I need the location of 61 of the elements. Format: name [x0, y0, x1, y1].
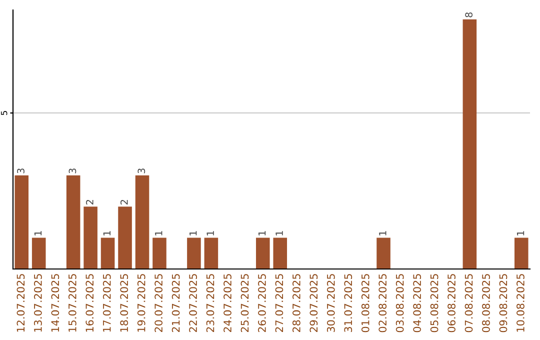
bar [66, 175, 80, 269]
bar [462, 19, 477, 269]
data-label: 2 [86, 200, 94, 204]
x-tick-label: 21.07.2025 [172, 274, 180, 332]
x-tick-label: 24.07.2025 [224, 274, 232, 332]
x-tick-label: 15.07.2025 [68, 274, 76, 332]
x-tick-label: 02.08.2025 [378, 274, 387, 332]
x-tick-label: 14.07.2025 [51, 274, 60, 332]
x-tick-label: 04.08.2025 [413, 274, 422, 332]
x-tick-label: 07.08.2025 [464, 274, 473, 332]
x-tick-label: 28.07.2025 [292, 274, 300, 332]
data-label: 2 [120, 200, 128, 204]
data-label: 3 [68, 168, 76, 174]
bar [100, 238, 115, 269]
data-label: 8 [465, 12, 473, 18]
x-tick-label: 12.07.2025 [16, 274, 25, 332]
x-tick-label: 08.08.2025 [482, 274, 490, 332]
bar [84, 206, 98, 269]
data-label: 1 [516, 231, 524, 236]
bar [152, 238, 166, 269]
x-tick-label: 09.08.2025 [499, 274, 508, 332]
x-tick-label: 26.07.2025 [258, 274, 266, 332]
x-tick-label: 19.07.2025 [137, 274, 146, 332]
x-tick-label: 23.07.2025 [206, 274, 214, 332]
data-label: 3 [17, 168, 24, 174]
data-label: 1 [155, 231, 162, 236]
bar [32, 238, 46, 269]
x-tick-label: 25.07.2025 [240, 274, 249, 332]
data-label: 1 [190, 231, 197, 236]
bar [135, 175, 150, 269]
bar [118, 206, 132, 269]
data-label: 1 [379, 231, 386, 236]
x-tick-label: 13.07.2025 [34, 274, 42, 332]
x-tick-label: 31.07.2025 [344, 274, 352, 332]
bar [273, 238, 288, 269]
data-label: 1 [34, 231, 42, 236]
bar [514, 238, 528, 269]
data-label: 1 [258, 231, 266, 236]
x-tick-label: 18.07.2025 [120, 274, 128, 332]
bar [14, 175, 29, 269]
y-tick-label: 5 [1, 111, 8, 115]
x-tick-label: 16.07.2025 [86, 274, 94, 332]
x-tick-label: 27.07.2025 [275, 274, 284, 332]
data-label: 3 [138, 168, 146, 174]
data-label: 1 [276, 231, 283, 236]
bar [256, 238, 270, 269]
data-label: 1 [103, 231, 110, 236]
bar [376, 238, 390, 269]
x-tick-label: 01.08.2025 [361, 274, 370, 332]
x-tick-label: 17.07.2025 [102, 274, 111, 332]
bar [204, 238, 218, 269]
x-tick-label: 03.08.2025 [396, 274, 404, 332]
x-tick-label: 22.07.2025 [189, 274, 197, 332]
x-tick-label: 20.07.2025 [154, 274, 163, 332]
data-label: 1 [206, 231, 214, 236]
x-tick-label: 30.07.2025 [326, 274, 335, 332]
bar [187, 238, 201, 269]
x-tick-label: 10.08.2025 [516, 274, 524, 332]
x-tick-label: 29.07.2025 [310, 274, 318, 332]
x-tick-label: 05.08.2025 [430, 274, 438, 332]
x-tick-label: 06.08.2025 [448, 274, 456, 332]
